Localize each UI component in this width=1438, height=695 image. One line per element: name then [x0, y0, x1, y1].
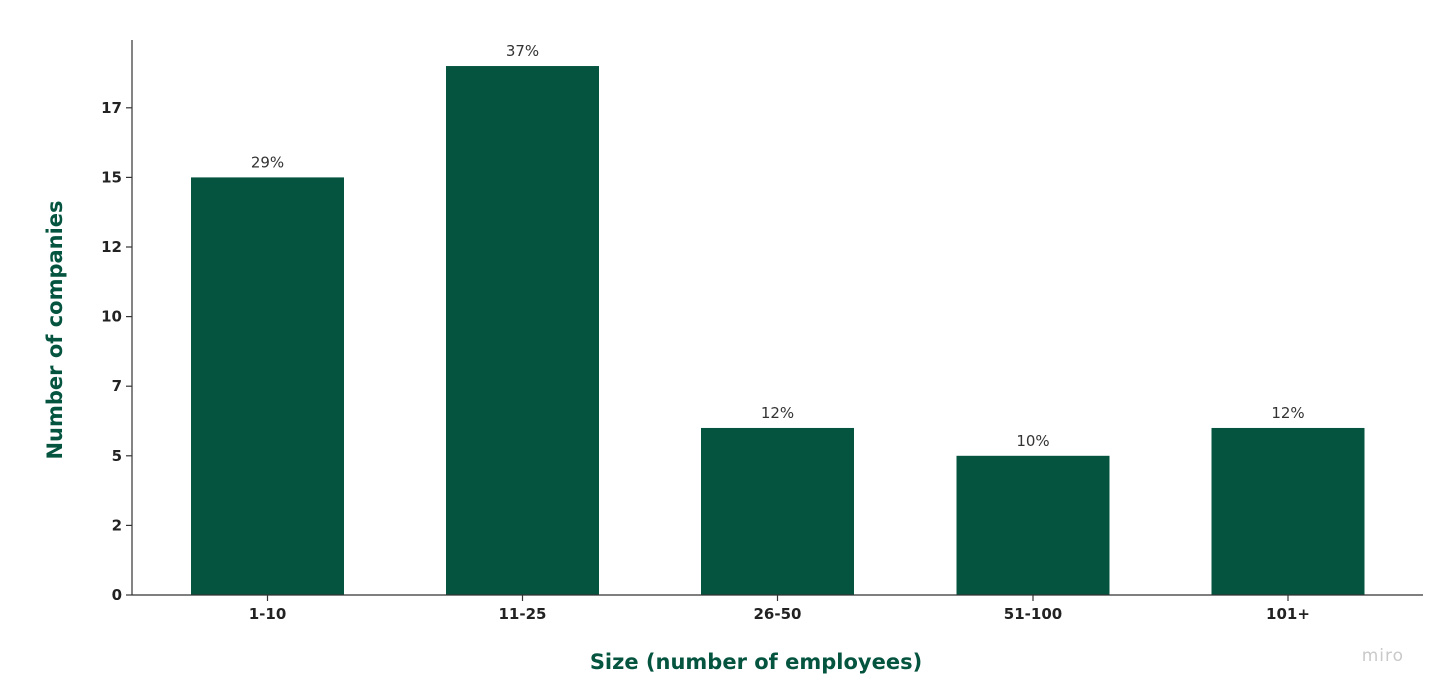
- x-tick-label: 26-50: [754, 605, 802, 623]
- x-tick-label: 101+: [1266, 605, 1310, 623]
- bar-26-50: [701, 427, 854, 595]
- x-axis-title: Size (number of employees): [590, 650, 922, 674]
- y-tick-label: 17: [101, 99, 122, 117]
- data-label: 12%: [761, 404, 794, 422]
- y-tick-label: 10: [101, 308, 122, 326]
- data-label: 10%: [1016, 432, 1049, 450]
- y-tick-label: 5: [112, 447, 122, 465]
- bar-11-25: [446, 66, 599, 596]
- data-label: 12%: [1271, 404, 1304, 422]
- y-tick-label: 2: [112, 516, 122, 534]
- data-label: 37%: [506, 42, 539, 60]
- x-ticks-group: 1-10 11-25 26-50 51-100 101+: [249, 595, 1310, 623]
- x-tick-label: 51-100: [1004, 605, 1062, 623]
- miro-watermark: miro: [1362, 646, 1404, 666]
- bar-1-10: [191, 177, 344, 595]
- y-tick-label: 7: [112, 377, 122, 395]
- y-tick-label: 15: [101, 168, 122, 186]
- y-tick-label: 0: [112, 586, 122, 604]
- bars-group: [191, 66, 1365, 596]
- data-label: 29%: [251, 153, 284, 171]
- x-tick-label: 11-25: [499, 605, 547, 623]
- y-tick-label: 12: [101, 238, 122, 256]
- data-labels-group: 29% 37% 12% 10% 12%: [251, 42, 1305, 450]
- bar-51-100: [956, 455, 1110, 595]
- x-tick-label: 1-10: [249, 605, 287, 623]
- y-axis-title: Number of companies: [43, 200, 67, 459]
- bar-101+: [1211, 427, 1365, 595]
- y-ticks-group: 0 2 5 7 10 12 15 17: [101, 99, 132, 604]
